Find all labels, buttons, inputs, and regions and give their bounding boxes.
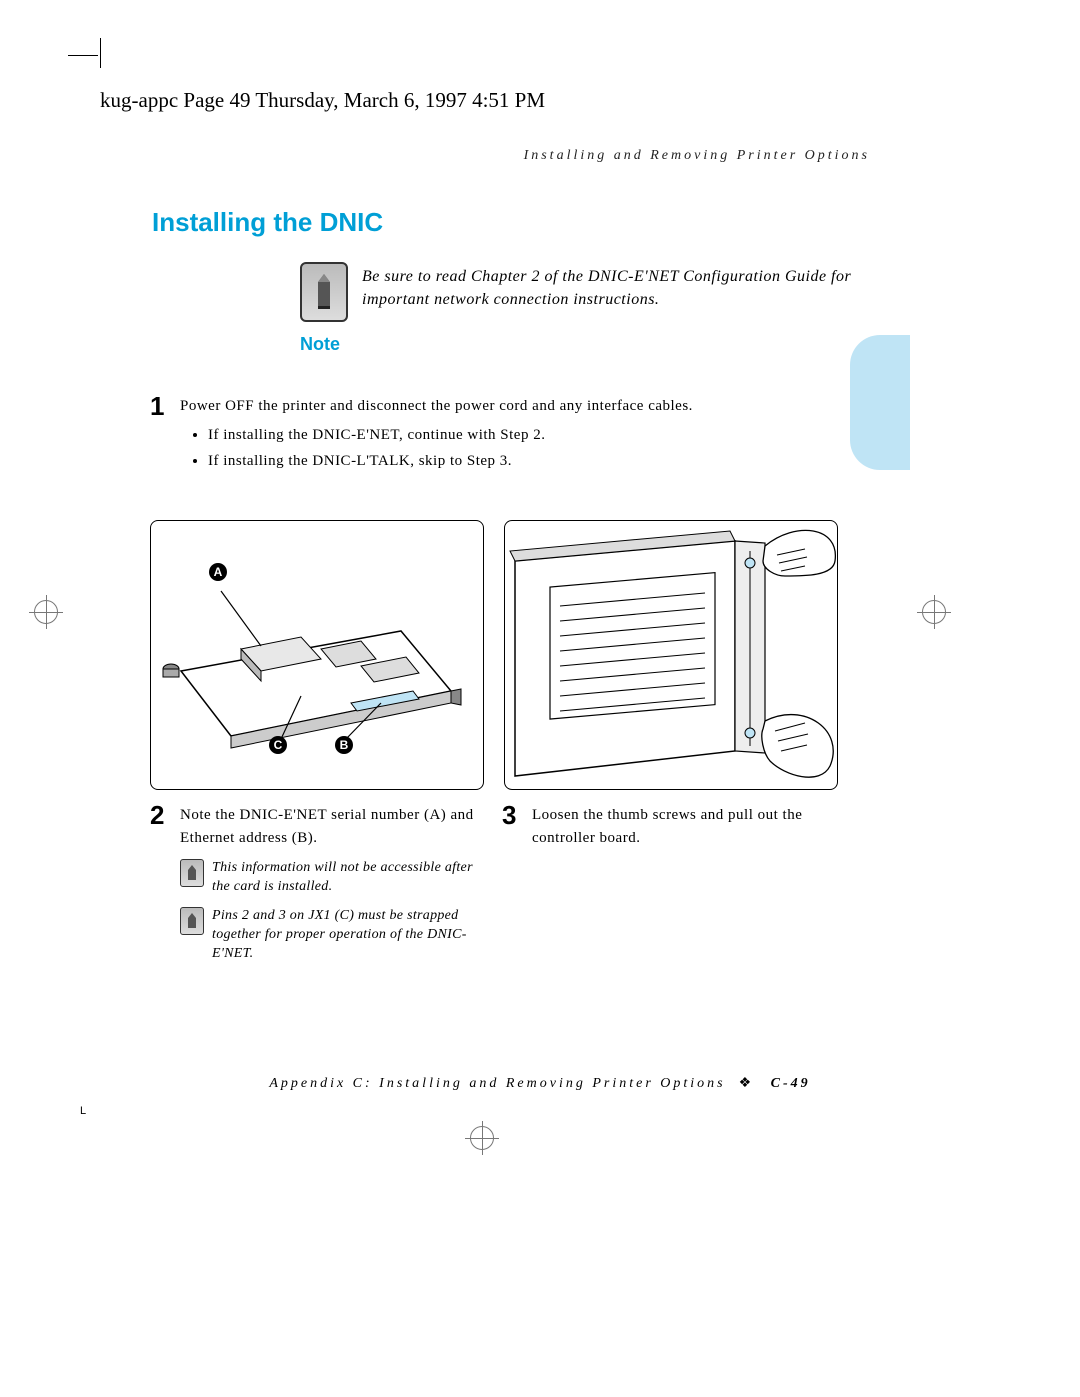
note-mini-icon xyxy=(180,859,204,887)
note-text: Be sure to read Chapter 2 of the DNIC-E'… xyxy=(362,265,862,311)
note-label: Note xyxy=(300,334,340,355)
corner-letter: L xyxy=(80,1105,86,1117)
step-3: 3 Loosen the thumb screws and pull out t… xyxy=(502,804,834,849)
page-footer: Appendix C: Installing and Removing Prin… xyxy=(0,1075,1080,1092)
step-1-bullet-2: If installing the DNIC-L'TALK, skip to S… xyxy=(208,450,860,473)
step-1: 1 Power OFF the printer and disconnect t… xyxy=(150,395,860,477)
step-3-number: 3 xyxy=(502,800,516,831)
page-header-line: kug-appc Page 49 Thursday, March 6, 1997… xyxy=(100,88,545,113)
registration-mark-bottom xyxy=(470,1126,494,1150)
step-2-subnote-1: This information will not be accessible … xyxy=(212,859,482,897)
step-2-subnote-2: Pins 2 and 3 on JX1 (C) must be strapped… xyxy=(212,907,482,964)
footer-text: Appendix C: Installing and Removing Prin… xyxy=(269,1076,725,1091)
figure-step-3 xyxy=(504,520,838,790)
step-1-text: Power OFF the printer and disconnect the… xyxy=(180,398,693,414)
registration-mark-right xyxy=(922,600,946,624)
figure-label-b: B xyxy=(335,736,353,754)
step-2: 2 Note the DNIC-E'NET serial number (A) … xyxy=(150,804,482,963)
running-head: Installing and Removing Printer Options xyxy=(524,148,870,164)
step-1-number: 1 xyxy=(150,391,164,422)
figure-label-c: C xyxy=(269,736,287,754)
note-mini-icon xyxy=(180,907,204,935)
note-pencil-icon xyxy=(300,262,348,322)
step-1-bullet-1: If installing the DNIC-E'NET, continue w… xyxy=(208,424,860,447)
page-number: C-49 xyxy=(771,1076,811,1091)
step-2-number: 2 xyxy=(150,800,164,831)
step-2-text: Note the DNIC-E'NET serial number (A) an… xyxy=(180,807,474,846)
figure-row: A C B xyxy=(150,520,838,790)
registration-mark-left xyxy=(34,600,58,624)
section-title: Installing the DNIC xyxy=(152,207,383,238)
figure-step-2: A C B xyxy=(150,520,484,790)
figure-label-a: A xyxy=(209,563,227,581)
step-3-text: Loosen the thumb screws and pull out the… xyxy=(532,807,802,846)
